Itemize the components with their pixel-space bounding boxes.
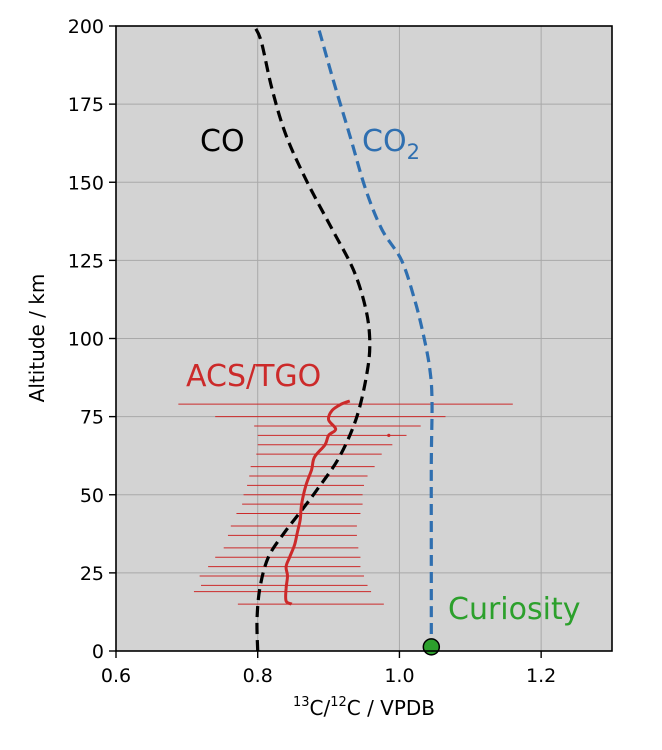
y-tick-label: 25 (80, 563, 104, 585)
co2-profile-line (316, 25, 434, 651)
annotation-acs-tgo: ACS/TGO (186, 359, 321, 394)
x-axis-title: 13C/12C / VPDB (293, 695, 435, 720)
annotation-co: CO (200, 124, 245, 159)
y-tick-label: 150 (68, 172, 104, 194)
curiosity-marker (422, 638, 441, 656)
x-tick-label: 1.0 (384, 665, 414, 687)
annotation-curiosity: Curiosity (448, 592, 580, 627)
plot-frame (115, 25, 613, 652)
y-tick-label: 200 (68, 16, 104, 38)
x-tick-label: 0.6 (101, 665, 131, 687)
acs-tgo-outlier-point (387, 433, 391, 437)
y-tick-label: 75 (80, 407, 104, 429)
x-axis: 0.6 0.8 1.0 1.2 (101, 651, 556, 687)
acs-tgo-profile-line (284, 399, 351, 606)
y-axis: 0 25 50 75 100 125 150 175 200 (68, 16, 116, 663)
y-tick-label: 50 (80, 485, 104, 507)
annotation-co2: CO2 (362, 124, 420, 164)
co-profile-line (252, 25, 372, 652)
error-bars (178, 403, 513, 605)
x-tick-label: 0.8 (243, 665, 273, 687)
y-tick-label: 100 (68, 329, 104, 351)
y-tick-label: 125 (68, 250, 104, 272)
markers (422, 638, 441, 656)
y-tick-label: 0 (92, 641, 104, 663)
y-axis-title: Altitude / km (25, 274, 49, 403)
series-lines (252, 25, 434, 652)
y-tick-label: 175 (68, 94, 104, 116)
x-tick-label: 1.2 (526, 665, 556, 687)
